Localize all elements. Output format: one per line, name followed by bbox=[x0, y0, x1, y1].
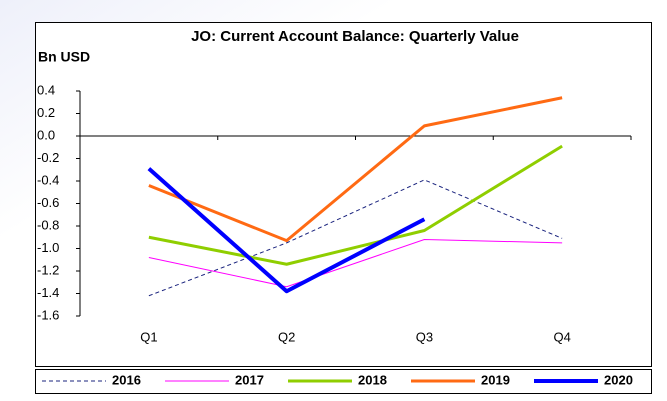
y-tick-label: -0.2 bbox=[37, 150, 59, 165]
legend-label: 2019 bbox=[481, 372, 510, 387]
x-tick-label: Q4 bbox=[553, 329, 570, 344]
y-tick-label: -0.8 bbox=[37, 217, 59, 232]
y-tick-label: -1.0 bbox=[37, 240, 59, 255]
legend-label: 2018 bbox=[358, 372, 387, 387]
chart-title: JO: Current Account Balance: Quarterly V… bbox=[191, 28, 519, 45]
legend-label: 2020 bbox=[604, 372, 633, 387]
line-series bbox=[148, 239, 563, 288]
y-tick-label: -0.6 bbox=[37, 195, 59, 210]
line-series bbox=[147, 167, 426, 294]
y-tick-label: -1.4 bbox=[37, 285, 59, 300]
line-series bbox=[148, 179, 563, 297]
legend-label: 2016 bbox=[112, 372, 141, 387]
y-tick-label: -1.2 bbox=[37, 262, 59, 277]
x-tick-label: Q3 bbox=[416, 329, 433, 344]
x-tick-label: Q1 bbox=[140, 329, 157, 344]
y-tick-label: -0.4 bbox=[37, 172, 59, 187]
y-tick-label: 0.0 bbox=[37, 127, 55, 142]
x-tick-label: Q2 bbox=[278, 329, 295, 344]
line-series bbox=[148, 144, 563, 266]
legend-label: 2017 bbox=[235, 372, 264, 387]
y-tick-label: 0.2 bbox=[37, 105, 55, 120]
y-tick-label: 0.4 bbox=[37, 82, 55, 97]
y-tick-label: -1.6 bbox=[37, 307, 59, 322]
line-series bbox=[148, 96, 563, 243]
y-axis-label: Bn USD bbox=[38, 49, 90, 65]
